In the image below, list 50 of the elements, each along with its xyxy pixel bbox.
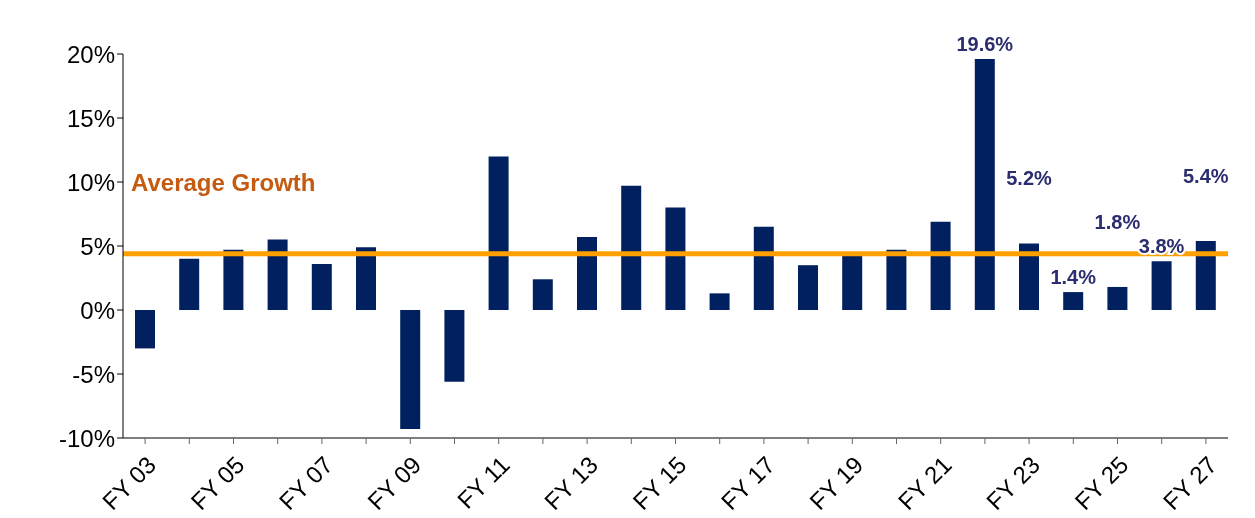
x-tick-label: FY 27 <box>1157 450 1222 515</box>
bar <box>1151 261 1172 310</box>
y-tick-label: 20% <box>66 40 115 68</box>
bar <box>1019 243 1039 310</box>
x-tick-label: FY 03 <box>97 450 162 515</box>
bar <box>1195 240 1216 310</box>
x-tick-label: FY 13 <box>539 450 604 515</box>
bar <box>798 265 818 310</box>
bar <box>842 254 863 310</box>
data-label: 1.4% <box>1050 266 1097 289</box>
bar <box>267 239 288 310</box>
bar <box>930 221 951 310</box>
bar <box>223 249 244 310</box>
x-tick-label: FY 07 <box>273 450 338 515</box>
bar <box>400 310 421 430</box>
x-tick-label: FY 21 <box>892 450 957 515</box>
x-tick-label: FY 15 <box>627 450 692 515</box>
y-tick-label: 15% <box>66 104 115 132</box>
data-label: 5.4% <box>1183 164 1229 187</box>
bar <box>665 207 686 310</box>
bar <box>135 310 155 349</box>
y-tick-label: -10% <box>58 424 115 452</box>
bar <box>1063 292 1084 310</box>
bar <box>1107 286 1128 310</box>
y-tick-label: -5% <box>72 360 115 388</box>
bar <box>444 310 465 382</box>
data-label: 5.2% <box>1006 167 1053 190</box>
x-tick-label: FY 19 <box>804 450 869 515</box>
x-tick-label: FY 05 <box>185 450 250 515</box>
y-tick-label: 0% <box>80 296 115 324</box>
bar <box>179 258 200 310</box>
y-tick-label: 10% <box>66 168 115 196</box>
bar <box>488 156 509 310</box>
bar <box>753 226 774 310</box>
ref-line-label: Average Growth <box>131 168 316 196</box>
x-tick-label: FY 17 <box>715 450 780 515</box>
x-tick-label: FY 09 <box>362 450 427 515</box>
bar <box>577 237 597 310</box>
bar <box>532 279 553 310</box>
bar <box>709 293 730 310</box>
bar <box>621 185 642 310</box>
data-label: 19.6% <box>956 33 1014 56</box>
bar <box>974 59 995 310</box>
data-label: 1.8% <box>1094 210 1141 233</box>
x-tick-label: FY 25 <box>1069 450 1134 515</box>
x-tick-label: FY 11 <box>451 450 515 514</box>
bar <box>311 263 332 310</box>
x-tick-label: FY 23 <box>981 450 1046 515</box>
bar <box>886 249 907 310</box>
y-tick-label: 5% <box>80 232 115 260</box>
